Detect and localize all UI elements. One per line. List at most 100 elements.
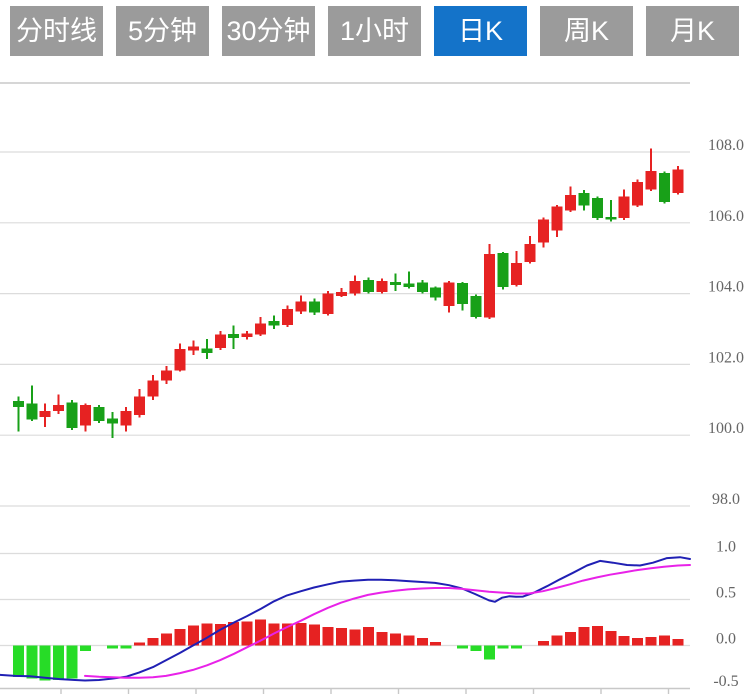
candle-body [632, 182, 644, 206]
price-axis-label: 100.0 [708, 420, 744, 437]
macd-bar-up [160, 633, 172, 646]
macd-bar-up [537, 641, 549, 646]
candle-body [241, 333, 253, 337]
candle-body [187, 346, 199, 351]
macd-bar-up [564, 632, 576, 646]
candle-body [672, 169, 684, 194]
candle-body [443, 282, 455, 306]
candle-body [147, 380, 159, 397]
macd-bar-up [362, 626, 374, 646]
candle-body [430, 287, 442, 298]
candle-body [228, 333, 240, 338]
candle-body [605, 216, 617, 220]
candle-body [362, 279, 374, 292]
macd-bar-up [147, 638, 159, 646]
macd-bar-down [511, 645, 523, 649]
tab-5min[interactable]: 5分钟 [116, 6, 209, 56]
candle-body [564, 195, 576, 211]
macd-bar-down [53, 645, 65, 680]
macd-axis-label: 0.0 [716, 631, 736, 648]
candle-body [39, 411, 51, 417]
macd-bar-down [66, 645, 78, 679]
candle-body [160, 370, 172, 381]
macd-axis-label: -0.5 [713, 673, 738, 690]
tab-daily-k[interactable]: 日K [434, 6, 527, 56]
candle-body [66, 402, 78, 429]
macd-bar-up [672, 638, 684, 646]
macd-bar-up [322, 626, 334, 646]
macd-bar-up [389, 633, 401, 646]
candle-body [107, 418, 119, 424]
macd-bar-down [120, 645, 132, 649]
price-axis-label: 104.0 [708, 279, 744, 296]
candle-body [12, 400, 24, 407]
macd-bar-up [309, 624, 321, 646]
macd-bar-down [497, 645, 509, 649]
candle-body [214, 334, 226, 348]
macd-axis-label: 1.0 [716, 539, 736, 556]
macd-bar-down [470, 645, 482, 652]
macd-bar-up [403, 635, 415, 646]
macd-bar-up [133, 642, 145, 646]
macd-bar-up [201, 623, 213, 646]
tab-monthly-k[interactable]: 月K [646, 6, 739, 56]
macd-bar-up [618, 636, 630, 646]
candle-body [174, 349, 186, 371]
macd-bar-down [80, 645, 92, 652]
candle-body [309, 301, 321, 313]
macd-bar-up [241, 621, 253, 646]
candle-wick [57, 394, 60, 414]
tab-1hour[interactable]: 1小时 [328, 6, 421, 56]
candle-body [618, 196, 630, 219]
candle-body [484, 253, 496, 318]
macd-bar-up [416, 637, 428, 646]
candle-body [457, 282, 469, 305]
period-toolbar: 分时线 5分钟 30分钟 1小时 日K 周K 月K [10, 6, 739, 56]
candle-body [376, 281, 388, 292]
candle-body [578, 193, 590, 206]
candle-body [93, 406, 105, 422]
macd-bar-up [591, 626, 603, 646]
macd-bar-down [12, 645, 24, 677]
candle-wick [111, 412, 114, 439]
macd-bar-up [578, 626, 590, 646]
macd-bar-up [187, 625, 199, 646]
macd-bar-up [645, 636, 657, 646]
macd-bar-up [605, 631, 617, 646]
candle-body [335, 291, 347, 297]
candle-body [659, 172, 671, 202]
candle-body [403, 283, 415, 287]
candle-body [537, 219, 549, 243]
macd-bar-up [174, 628, 186, 646]
macd-bar-down [484, 645, 496, 660]
macd-bar-down [107, 645, 119, 649]
candle-body [255, 323, 267, 335]
candle-body [511, 263, 523, 286]
candle-body [551, 206, 563, 231]
macd-bar-up [295, 622, 307, 646]
candle-body [389, 281, 401, 286]
macd-bar-up [228, 622, 240, 646]
macd-dea-line [84, 564, 691, 679]
macd-bar-up [349, 629, 361, 646]
candle-body [591, 198, 603, 218]
tab-weekly-k[interactable]: 周K [540, 6, 633, 56]
macd-bar-down [39, 645, 51, 681]
macd-bar-up [659, 635, 671, 646]
macd-bar-up [551, 635, 563, 646]
tab-timeshare-line[interactable]: 分时线 [10, 6, 103, 56]
macd-bar-up [335, 627, 347, 646]
tab-30min[interactable]: 30分钟 [222, 6, 315, 56]
macd-bar-down [457, 645, 469, 649]
candle-body [80, 405, 92, 426]
macd-axis-label: 0.5 [716, 585, 736, 602]
macd-bar-up [214, 623, 226, 646]
candle-body [282, 308, 294, 326]
macd-bar-up [282, 623, 294, 646]
price-axis-label: 108.0 [708, 137, 744, 154]
candle-body [322, 293, 334, 314]
candle-body [120, 411, 132, 426]
candle-body [201, 348, 213, 354]
candle-body [295, 301, 307, 312]
